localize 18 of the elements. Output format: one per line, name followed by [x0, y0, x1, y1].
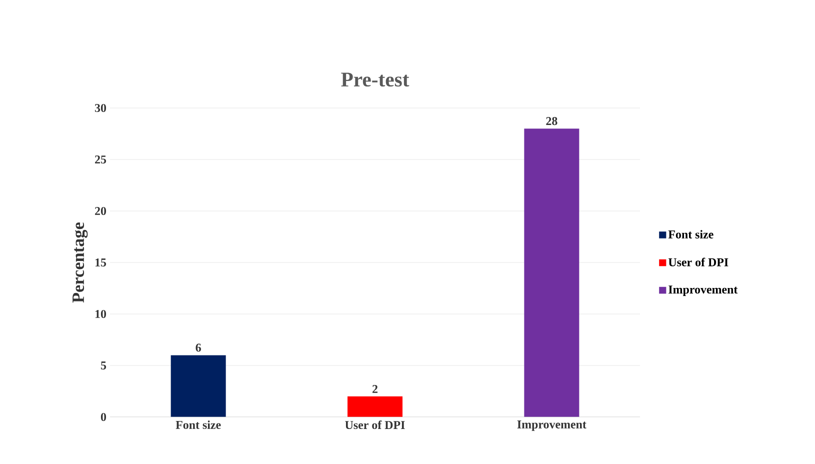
legend-label: Improvement [668, 286, 738, 296]
x-tick-label: User of DPI [345, 420, 405, 430]
x-tick-label: Font size [176, 420, 221, 429]
y-tick-label: 30 [94, 104, 106, 112]
y-axis-title: Percentage [72, 222, 88, 303]
chart-title: Pre-test [341, 72, 410, 87]
legend-label: User of DPI [668, 258, 728, 266]
y-tick-label: 0 [100, 412, 106, 422]
y-tick-label: 5 [100, 362, 106, 370]
y-tick-label: 15 [95, 258, 106, 266]
data-label: 2 [372, 384, 378, 393]
y-tick-label: 25 [95, 155, 106, 164]
y-tick-label: 20 [95, 206, 106, 216]
legend-label: Font size [668, 230, 714, 238]
data-label: 28 [546, 117, 558, 126]
y-tick-label: 10 [95, 310, 106, 318]
x-tick-label: Improvement [517, 420, 586, 431]
data-label: 6 [196, 344, 201, 352]
